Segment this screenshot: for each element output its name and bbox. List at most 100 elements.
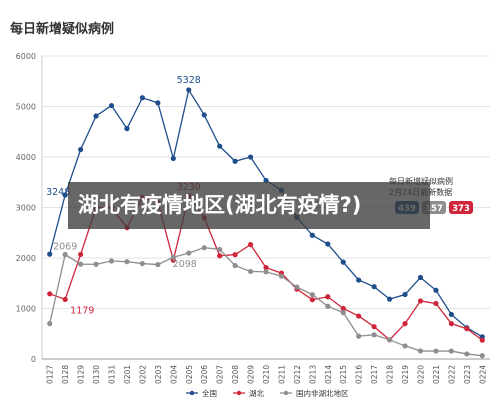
data-point <box>448 311 454 318</box>
data-point <box>278 273 285 279</box>
data-point <box>371 324 377 330</box>
x-tick-label: 0128 <box>61 365 70 384</box>
data-point <box>325 241 331 247</box>
data-point <box>186 87 192 93</box>
y-tick-label: 5000 <box>16 103 36 112</box>
data-point <box>386 296 393 302</box>
data-point <box>402 291 408 298</box>
x-tick-label: 0130 <box>92 365 101 384</box>
overlay-text: 湖北有疫情地区(湖北有疫情?) <box>78 193 362 217</box>
data-point <box>217 143 223 149</box>
legend-marker <box>189 390 195 396</box>
data-point <box>417 274 424 281</box>
data-point <box>139 260 146 267</box>
data-point <box>464 326 470 332</box>
data-point <box>402 343 408 349</box>
data-point <box>294 284 300 290</box>
data-point <box>263 269 269 275</box>
data-point <box>340 305 346 312</box>
data-point <box>124 126 130 132</box>
x-tick-label: 0219 <box>401 365 410 384</box>
x-tick-label: 0222 <box>447 365 456 384</box>
x-tick-label: 0202 <box>138 365 147 384</box>
data-label: 3248 <box>46 187 70 198</box>
data-point <box>479 353 485 359</box>
series-line-2 <box>49 247 483 357</box>
data-point <box>201 112 207 118</box>
data-point <box>47 321 53 327</box>
data-point <box>62 251 68 258</box>
data-point <box>247 242 254 248</box>
data-label: 1179 <box>70 305 94 316</box>
info-box-line1: 每日新增疑似病例 <box>389 176 453 186</box>
x-tick-label: 0217 <box>370 365 379 384</box>
data-point <box>47 251 53 257</box>
x-tick-label: 0127 <box>46 365 55 384</box>
data-point <box>62 192 68 198</box>
data-point <box>402 321 408 327</box>
data-label: 2098 <box>173 259 197 270</box>
x-tick-label: 0210 <box>262 365 271 384</box>
x-tick-label: 0224 <box>478 365 487 384</box>
x-tick-label: 0215 <box>339 365 348 384</box>
data-point <box>78 251 84 258</box>
data-point <box>78 146 84 153</box>
x-tick-label: 0218 <box>386 365 395 384</box>
data-point <box>108 102 115 109</box>
data-point <box>139 95 146 101</box>
chart-title: 每日新增疑似病例 <box>10 21 114 37</box>
data-point <box>371 284 377 290</box>
overlay-banner <box>68 182 430 229</box>
data-point <box>448 348 454 354</box>
data-point <box>340 259 346 265</box>
x-tick-label: 0209 <box>247 365 256 384</box>
data-point <box>433 287 439 293</box>
data-label: 2069 <box>53 242 77 253</box>
x-tick-label: 0207 <box>216 365 225 384</box>
y-tick-label: 1000 <box>16 305 36 314</box>
legend-label: 国内非湖北地区 <box>296 388 349 398</box>
data-point <box>170 254 176 260</box>
data-point <box>356 333 362 339</box>
data-point <box>201 245 207 251</box>
x-tick-label: 0223 <box>463 365 472 384</box>
legend-marker <box>283 390 289 396</box>
info-badge-value: 373 <box>452 204 470 214</box>
x-tick-label: 0213 <box>308 365 317 384</box>
data-point <box>47 291 53 297</box>
data-point <box>170 155 176 162</box>
data-point <box>232 262 238 269</box>
x-tick-label: 0216 <box>355 365 364 384</box>
data-point <box>247 268 254 275</box>
legend-marker <box>236 390 242 396</box>
data-point <box>356 277 362 283</box>
x-tick-label: 0204 <box>169 365 178 384</box>
data-point <box>325 303 331 309</box>
data-point <box>371 332 377 338</box>
data-point <box>247 154 254 160</box>
data-point <box>386 337 393 343</box>
legend-label: 全国 <box>202 388 217 398</box>
y-tick-label: 6000 <box>16 52 36 61</box>
data-point <box>479 337 485 343</box>
legend-label: 湖北 <box>249 389 264 398</box>
x-tick-label: 0220 <box>416 365 425 384</box>
x-tick-label: 0205 <box>185 365 194 384</box>
data-point <box>124 259 130 265</box>
data-label: 5328 <box>177 75 201 86</box>
x-tick-label: 0203 <box>154 365 163 384</box>
data-point <box>309 291 315 298</box>
info-badge <box>449 201 473 214</box>
data-point <box>62 296 68 303</box>
data-point <box>433 348 439 354</box>
data-point <box>263 264 269 271</box>
data-point <box>464 351 470 357</box>
x-tick-label: 0208 <box>231 365 240 384</box>
x-tick-label: 0201 <box>123 365 132 384</box>
y-tick-label: 2000 <box>16 254 36 263</box>
data-point <box>417 348 424 354</box>
data-point <box>232 158 238 164</box>
data-point <box>217 253 223 259</box>
data-point <box>417 298 424 304</box>
